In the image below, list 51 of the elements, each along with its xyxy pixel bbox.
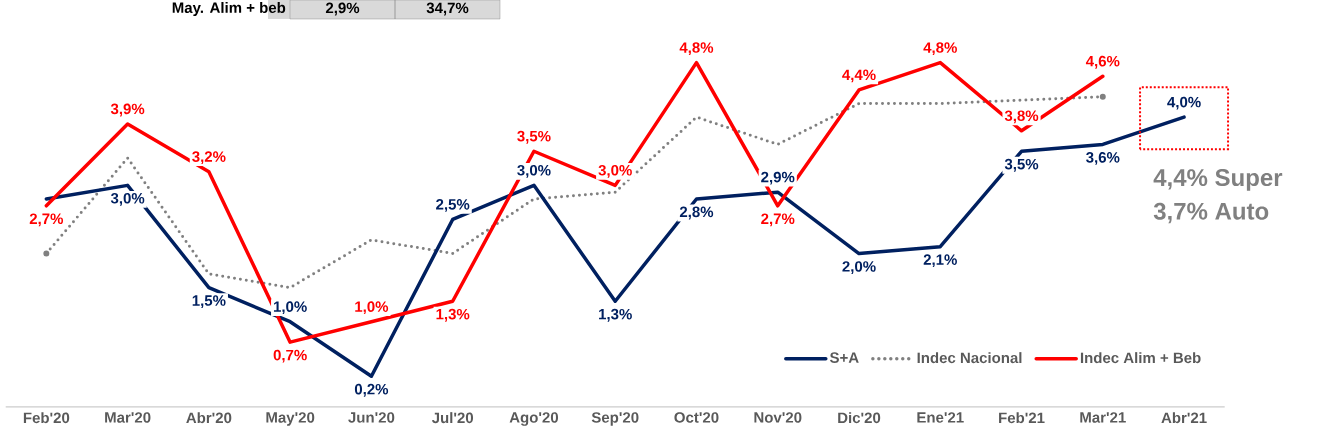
data-label: 1,3% xyxy=(436,308,470,322)
data-label: 1,5% xyxy=(192,295,226,309)
data-label: 4,8% xyxy=(923,42,957,56)
data-label: 4,8% xyxy=(679,42,714,56)
x-tick-label: Oct'20 xyxy=(674,412,719,423)
x-tick-label: Dic'20 xyxy=(838,412,881,424)
x-tick-label: Jul'20 xyxy=(431,412,474,424)
data-label: 4,0% xyxy=(1167,96,1201,110)
x-tick-label: Mar'20 xyxy=(105,412,151,423)
data-label: 3,5% xyxy=(1004,158,1039,172)
x-tick-label: Feb'21 xyxy=(999,412,1045,424)
legend-label: Indec Alim + Beb xyxy=(1080,352,1201,364)
annotation: 3,7% Auto xyxy=(1153,202,1269,224)
data-label: 3,8% xyxy=(1004,110,1039,124)
legend-label: S+A xyxy=(829,352,859,363)
data-label: 2,7% xyxy=(761,213,795,227)
x-tick-label: Jun'20 xyxy=(348,412,395,423)
x-tick-label: Mar'21 xyxy=(1080,412,1126,423)
data-label: 3,0% xyxy=(598,164,632,178)
data-label: 0,7% xyxy=(273,349,307,363)
data-label: 2,8% xyxy=(679,206,714,220)
data-label: 1,0% xyxy=(273,301,307,315)
x-tick-label: Nov'20 xyxy=(754,412,802,423)
x-tick-label: Abr'20 xyxy=(186,412,232,424)
x-tick-label: Ago'20 xyxy=(509,412,559,426)
text: 34,7% xyxy=(426,2,469,16)
data-label: 4,4% xyxy=(842,69,876,83)
text: May. Alim + beb xyxy=(172,1,286,16)
data-label: 3,2% xyxy=(192,151,226,165)
data-label: 1,3% xyxy=(599,308,632,322)
data-label: 2,7% xyxy=(29,213,64,227)
data-label: 2,9% xyxy=(761,171,795,185)
text: 2,9% xyxy=(325,2,360,16)
x-tick-label: Sep'20 xyxy=(591,412,639,426)
data-label: 2,5% xyxy=(436,199,470,212)
data-label: 0,2% xyxy=(354,383,389,397)
x-tick-label: Abr'21 xyxy=(1161,412,1207,424)
data-label: 3,9% xyxy=(110,103,145,117)
data-label: 2,1% xyxy=(923,254,957,268)
data-label: 3,6% xyxy=(1086,152,1120,165)
data-label: 2,0% xyxy=(842,261,876,274)
x-tick-label: May'20 xyxy=(266,412,315,426)
data-label: 3,0% xyxy=(110,192,145,206)
data-label: 3,0% xyxy=(517,164,551,178)
data-label: 3,5% xyxy=(517,130,551,144)
data-label: 1,0% xyxy=(355,301,389,315)
data-label: 4,6% xyxy=(1085,55,1120,69)
legend-label: Indec Nacional xyxy=(917,352,1022,364)
annotation: 4,4% Super xyxy=(1153,169,1283,191)
x-tick-label: Ene'21 xyxy=(917,412,964,423)
x-tick-label: Feb'20 xyxy=(23,412,70,424)
